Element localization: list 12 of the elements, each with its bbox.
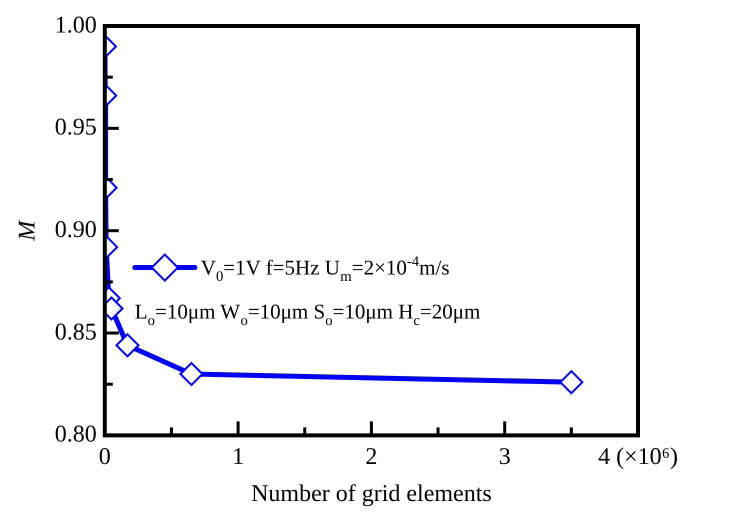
y-tick-label: 0.80 — [54, 422, 97, 448]
y-tick-label: 0.90 — [54, 216, 97, 243]
y-tick-label: 1.00 — [54, 12, 97, 38]
y-tick-label: 0.95 — [54, 114, 97, 141]
y-tick-label: 0.85 — [54, 319, 97, 346]
x-tick-label: 0 — [98, 444, 111, 470]
x-tick-label: 4 (×10⁶) — [598, 444, 678, 470]
x-tick-label: 1 — [232, 444, 244, 470]
y-axis-title: M — [14, 218, 41, 242]
x-axis-title: Number of grid elements — [251, 480, 492, 507]
x-tick-label: 2 — [365, 444, 378, 470]
x-tick-label: 3 — [498, 444, 511, 470]
